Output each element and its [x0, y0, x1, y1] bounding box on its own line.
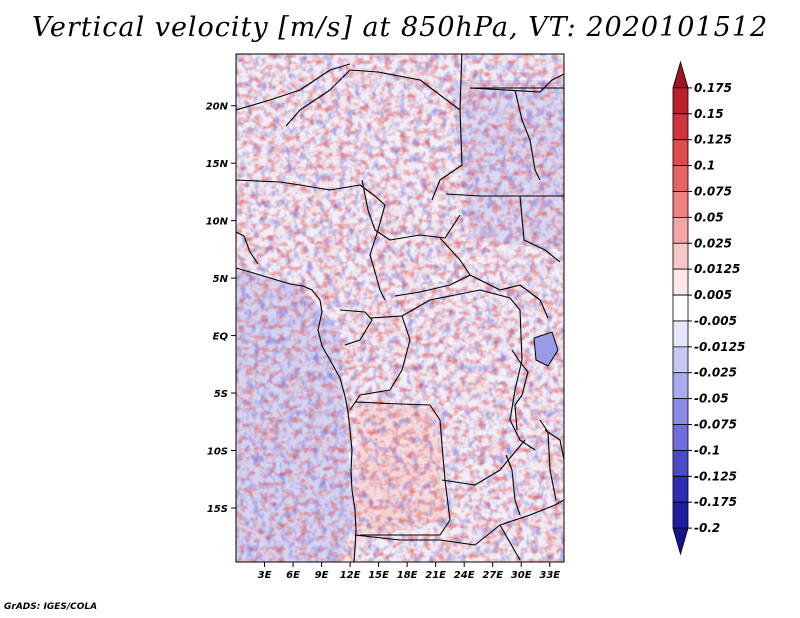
- colorbar-label: 0.175: [694, 81, 732, 95]
- colorbar-label: -0.05: [694, 392, 729, 406]
- colorbar-swatch: [672, 398, 689, 425]
- colorbar-label: 0.15: [694, 107, 724, 121]
- lon-tick-label: 18E: [397, 570, 418, 581]
- colorbar-swatch: [672, 346, 689, 374]
- lon-tick-label: 27E: [482, 570, 503, 581]
- colorbar-swatch: [672, 191, 689, 218]
- colorbar-swatch: [672, 60, 689, 89]
- latitude-axis: 20N 15N 10N 5N EQ 5S 10S 15S: [206, 102, 236, 515]
- colorbar-label: 0.1: [694, 159, 715, 173]
- colorbar-swatch: [672, 294, 689, 322]
- lat-tick-label: 10S: [207, 447, 228, 458]
- lat-tick-label: 5S: [214, 389, 228, 400]
- colorbar-label: 0.0125: [694, 262, 740, 276]
- lat-tick-label: 20N: [206, 102, 229, 113]
- colorbar-label: -0.005: [694, 314, 737, 328]
- colorbar-swatch: [672, 527, 689, 556]
- lon-tick-label: 30E: [511, 570, 532, 581]
- colorbar-swatch: [672, 501, 689, 529]
- lon-tick-label: 33E: [539, 570, 560, 581]
- colorbar-label: -0.125: [694, 469, 737, 483]
- colorbar-label: -0.1: [694, 443, 720, 457]
- colorbar-label: -0.0125: [694, 340, 745, 354]
- colorbar-swatch: [672, 475, 689, 503]
- lon-tick-label: 3E: [258, 570, 272, 581]
- colorbar-label: -0.2: [694, 521, 720, 535]
- colorbar-swatch: [672, 372, 689, 400]
- colorbar-swatch: [672, 320, 689, 348]
- colorbar-label: -0.025: [694, 366, 737, 380]
- country-borders: [236, 54, 564, 562]
- colorbar-label: 0.025: [694, 236, 732, 250]
- colorbar-swatch: [672, 113, 689, 141]
- lon-tick-label: 6E: [286, 570, 300, 581]
- colorbar: 0.175 0.15 0.125 0.1 0.075 0.05 0.025 0.0125 0.0…: [672, 60, 745, 556]
- colorbar-label: -0.075: [694, 418, 737, 432]
- colorbar-swatch: [672, 242, 689, 270]
- colorbar-swatch: [672, 424, 689, 451]
- colorbar-swatch: [672, 450, 689, 477]
- lat-tick-label: 10N: [206, 217, 229, 228]
- grads-credit: GrADS: IGES/COLA: [4, 602, 98, 612]
- longitude-axis: 3E 6E 9E 12E 15E 18E 21E 24E 27E 30E 33E: [258, 562, 560, 581]
- map-frame: [235, 53, 565, 563]
- lon-tick-label: 9E: [315, 570, 329, 581]
- lat-tick-label: EQ: [213, 332, 229, 343]
- lon-tick-label: 21E: [425, 570, 446, 581]
- colorbar-swatch: [672, 216, 689, 244]
- lat-tick-label: 15N: [206, 159, 229, 170]
- colorbar-label: 0.075: [694, 184, 732, 198]
- lat-tick-label: 5N: [213, 274, 229, 285]
- lat-tick-label: 15S: [207, 504, 228, 515]
- colorbar-label: -0.175: [694, 495, 737, 509]
- colorbar-swatch: [672, 268, 689, 296]
- colorbar-label: 0.05: [694, 210, 724, 224]
- lon-tick-label: 15E: [368, 570, 389, 581]
- colorbar-label: 0.005: [694, 288, 732, 302]
- colorbar-swatch: [672, 139, 689, 166]
- map-title: Vertical velocity [m/s] at 850hPa, VT: 2…: [31, 12, 769, 43]
- lon-tick-label: 24E: [454, 570, 475, 581]
- lon-tick-label: 12E: [340, 570, 361, 581]
- velocity-field: [236, 54, 564, 562]
- colorbar-swatch: [672, 165, 689, 192]
- colorbar-swatch: [672, 87, 689, 115]
- colorbar-label: 0.125: [694, 133, 732, 147]
